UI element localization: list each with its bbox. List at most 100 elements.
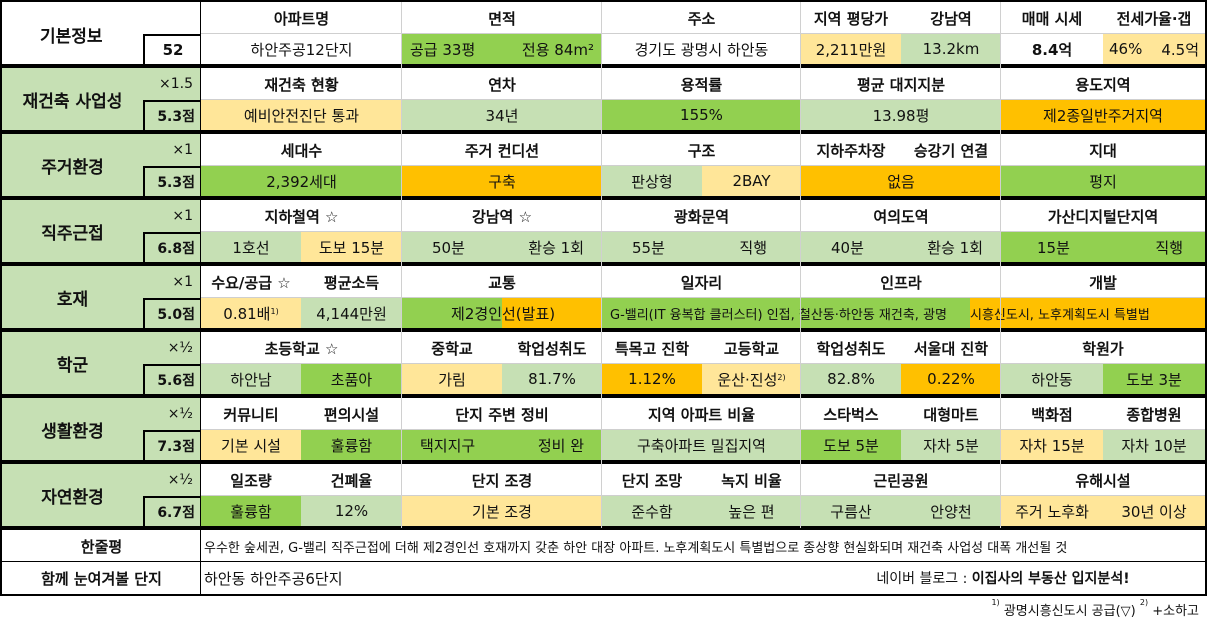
header-apt-name: 아파트명	[201, 2, 402, 34]
area-exclusive: 전용 84m²	[521, 40, 594, 59]
blog-name: 이집사의 부동산 입지분석!	[971, 571, 1130, 587]
header-gasan: 가산디지털단지역	[1001, 200, 1205, 232]
hazard-type: 주거 노후화	[1001, 496, 1103, 526]
header-rebuild-status: 재건축 현황	[201, 68, 402, 100]
community: 기본 시설	[201, 430, 301, 460]
sale-price: 8.4억	[1001, 34, 1103, 64]
surroundings-status: 정비 완	[537, 436, 584, 455]
amenities: 훌륭함	[301, 430, 402, 460]
gangnam-distance: 13.2km	[901, 34, 1001, 64]
structure-bay: 2BAY	[702, 166, 801, 196]
header-sale-price: 매매 시세	[1001, 2, 1103, 34]
zone-type: 제2종일반주거지역	[1001, 100, 1205, 130]
nature-score: 6.7점	[143, 496, 201, 526]
gangnam-transfer: 환승 1회	[528, 238, 584, 257]
elementary-school: 하안남	[201, 364, 301, 394]
header-surroundings: 단지 주변 정비	[402, 398, 602, 430]
header-green-ratio: 녹지 비율	[702, 464, 801, 496]
area-supply: 공급 33평	[410, 40, 476, 59]
header-infra: 인프라	[801, 266, 1001, 298]
hazard-detail: 30년 이상	[1103, 496, 1205, 526]
academy-distance: 도보 3분	[1103, 364, 1205, 394]
related-complex: 하안동 하안주공6단지	[201, 562, 801, 594]
life-multiplier: ×½	[143, 398, 201, 430]
building-coverage: 12%	[301, 496, 402, 526]
special-high-rate: 1.12%	[602, 364, 702, 394]
rebuild-multiplier: ×1.5	[143, 68, 201, 100]
header-condition: 주거 컨디션	[402, 134, 602, 166]
header-structure: 구조	[602, 134, 801, 166]
subway-line: 1호선	[201, 232, 301, 262]
header-jobs: 일자리	[602, 266, 801, 298]
jobs-infra: G-밸리(IT 융복합 클러스터) 인접, 철산동·하안동 재건축, 광명	[602, 298, 970, 328]
header-jeonse: 전세가율·갭	[1103, 2, 1205, 34]
complex-number: 52	[143, 34, 201, 64]
basic-info-label: 기본정보	[2, 2, 201, 64]
header-academy: 학원가	[1001, 332, 1205, 364]
related-label: 함께 눈여겨볼 단지	[2, 562, 201, 594]
park-2: 안양천	[901, 496, 1001, 526]
header-dev: 개발	[1001, 266, 1205, 298]
header-sunlight: 일조량	[201, 464, 301, 496]
header-zone: 용도지역	[1001, 68, 1205, 100]
high-achievement: 82.8%	[801, 364, 901, 394]
commute-label: 직주근접	[2, 200, 143, 262]
rebuild-label: 재건축 사업성	[2, 68, 143, 130]
header-elevator: 승강기 연결	[901, 134, 1001, 166]
footnote-2-mark: 2)	[1139, 598, 1149, 607]
jeonse-gap: 4.5억	[1161, 40, 1199, 59]
header-hospital: 종합병원	[1103, 398, 1205, 430]
header-middle: 중학교	[402, 332, 502, 364]
high-school-names: 운산·진성	[717, 370, 778, 389]
landscape: 기본 조경	[402, 496, 602, 526]
header-subway: 지하철역 ☆	[201, 200, 402, 232]
living-label: 주거환경	[2, 134, 143, 196]
footnote-mark-2: 2)	[777, 372, 786, 382]
header-transport: 교통	[402, 266, 602, 298]
supply-ratio: 0.81배	[223, 304, 271, 323]
housing-condition: 구축	[402, 166, 602, 196]
header-view: 단지 조망	[602, 464, 702, 496]
header-gangnam-distance: 강남역	[901, 2, 1001, 34]
header-far: 용적률	[602, 68, 801, 100]
footnote-mark-1: 1)	[270, 306, 279, 316]
land-share: 13.98평	[801, 100, 1001, 130]
header-starbucks: 스타벅스	[801, 398, 901, 430]
price-per-pyeong: 2,211만원	[801, 34, 901, 64]
header-park: 근린공원	[801, 464, 1001, 496]
header-amenities: 편의시설	[301, 398, 402, 430]
jeonse-rate: 46%	[1109, 40, 1143, 58]
header-high: 고등학교	[702, 332, 801, 364]
floor-area-ratio: 155%	[602, 100, 801, 130]
header-yeouido: 여의도역	[801, 200, 1001, 232]
gangnam-time: 50분	[432, 238, 465, 257]
header-supply-demand: 수요/공급 ☆	[201, 266, 301, 298]
view: 준수함	[602, 496, 702, 526]
gwanghwamun-time: 55분	[632, 238, 665, 257]
blog-credit: 네이버 블로그 : 이집사의 부동산 입지분석!	[801, 562, 1205, 594]
life-score: 7.3점	[143, 430, 201, 460]
starbucks-distance: 도보 5분	[801, 430, 901, 460]
blog-prefix: 네이버 블로그 :	[876, 571, 972, 587]
rebuild-score: 5.3점	[143, 100, 201, 130]
jeonse-cell: 46% 4.5억	[1103, 34, 1205, 64]
yeouido-commute: 40분 환승 1회	[801, 232, 1001, 262]
elementary-adjacent: 초품아	[301, 364, 402, 394]
header-bcr: 건폐율	[301, 464, 402, 496]
middle-school: 가림	[402, 364, 502, 394]
header-area: 면적	[402, 2, 602, 34]
households: 2,392세대	[201, 166, 402, 196]
school-multiplier: ×½	[143, 332, 201, 364]
development-plan: 시흥신도시, 노후계획도시 특별법	[970, 298, 1205, 328]
surroundings-type: 택지지구	[420, 436, 476, 455]
terrain: 평지	[1001, 166, 1205, 196]
header-community: 커뮤니티	[201, 398, 301, 430]
transport-status: 선(발표)	[502, 298, 602, 328]
living-multiplier: ×1	[143, 134, 201, 166]
snu-rate: 0.22%	[901, 364, 1001, 394]
high-school: 운산·진성 2)	[702, 364, 801, 394]
school-score: 5.6점	[143, 364, 201, 394]
yeouido-transfer: 환승 1회	[927, 238, 983, 257]
yeouido-time: 40분	[831, 238, 864, 257]
